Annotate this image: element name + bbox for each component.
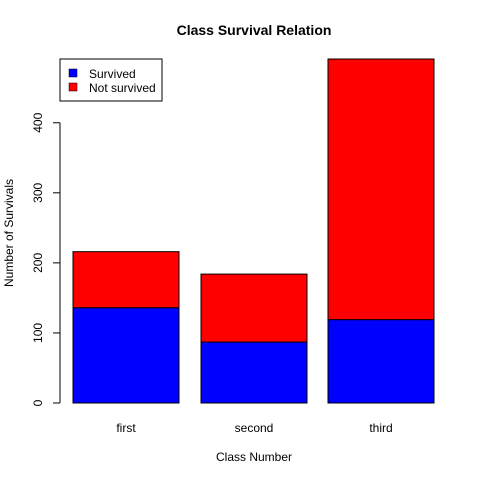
bar-second-not-survived (201, 274, 307, 342)
x-tick-label-second: second (235, 421, 274, 435)
y-tick-label: 200 (31, 253, 45, 273)
bar-second-survived (201, 342, 307, 403)
y-tick-label: 400 (31, 112, 45, 132)
legend-label-not-survived: Not survived (89, 81, 156, 95)
x-axis-label: Class Number (216, 450, 292, 464)
legend-label-survived: Survived (89, 67, 136, 81)
bar-first-survived (73, 308, 179, 403)
bar-third-survived (328, 320, 434, 403)
y-tick-label: 100 (31, 323, 45, 343)
x-tick-label-first: first (116, 421, 136, 435)
legend: Survived Not survived (60, 59, 162, 101)
x-tick-label-third: third (369, 421, 392, 435)
legend-swatch-not-survived (69, 83, 77, 91)
y-axis-label: Number of Survivals (2, 179, 16, 287)
bar-first-not-survived (73, 252, 179, 308)
chart-title: Class Survival Relation (177, 22, 332, 38)
y-tick-label: 0 (31, 399, 45, 406)
y-tick-label: 300 (31, 182, 45, 202)
bar-third-not-survived (328, 59, 434, 320)
legend-swatch-survived (69, 69, 77, 77)
x-tick-labels: first second third (116, 421, 392, 435)
y-axis: 0 100 200 300 400 (31, 112, 60, 406)
bars-group (73, 59, 434, 403)
